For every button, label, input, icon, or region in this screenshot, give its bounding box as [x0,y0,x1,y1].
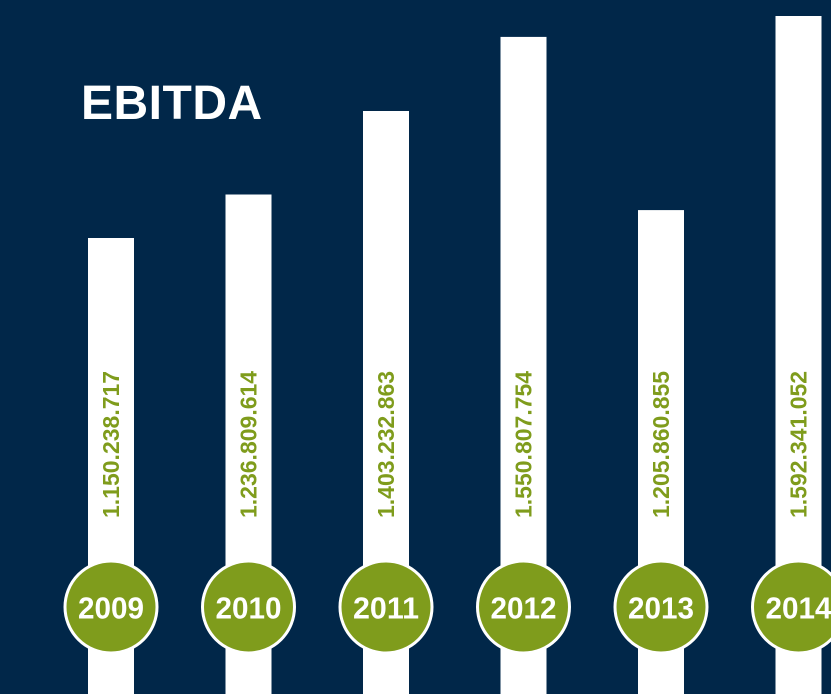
year-label-2009: 2009 [78,591,144,626]
value-label-2010: 1.236.809.614 [236,371,262,518]
year-badge-2011 [338,559,434,655]
value-label-2014: 1.592.341.052 [786,371,812,518]
year-badge-2014 [751,559,831,655]
bars-group [88,16,822,694]
year-badge-2013 [613,559,709,655]
year-badges-group: 2009 2010 2011 2012 2013 2014 [63,559,831,655]
value-label-2009: 1.150.238.717 [98,371,124,518]
value-label-2012: 1.550.807.754 [511,371,537,518]
year-label-2011: 2011 [353,591,419,626]
year-label-2012: 2012 [491,591,557,626]
value-labels-group: 1.150.238.717 1.236.809.614 1.403.232.863 1… [98,371,812,518]
year-badge-2009 [63,559,159,655]
year-badge-2010 [201,559,296,655]
year-label-2010: 2010 [216,591,282,626]
year-badge-2012 [476,559,571,655]
chart-title: EBITDA [81,77,263,130]
value-label-2011: 1.403.232.863 [373,371,399,518]
year-label-2014: 2014 [766,591,831,626]
value-label-2013: 1.205.860.855 [648,371,674,518]
year-label-2013: 2013 [628,591,694,626]
